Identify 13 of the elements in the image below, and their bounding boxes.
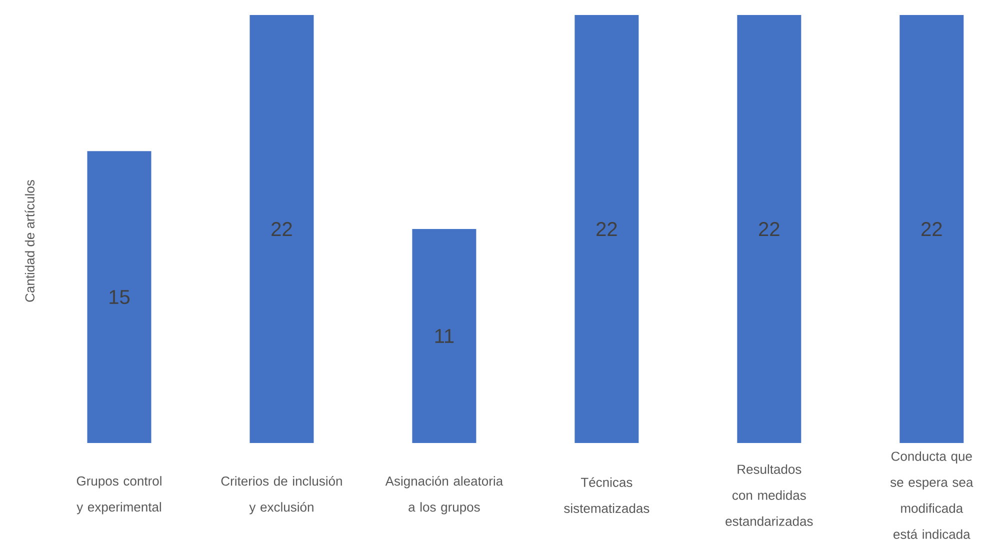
data-label: 11 [435,329,454,343]
category-label: Criterios de inclusión y exclusión [221,476,342,514]
category-label: Resultados con medidas estandarizadas [726,464,813,526]
category-label: Conducta que se espera sea modificada está indicada [890,451,974,539]
data-label: 22 [759,222,780,236]
x-tick-label: Grupos control y experimental [76,476,162,514]
data-label: 22 [272,222,292,236]
x-tick-label: Asignación aleatoria a los grupos [385,476,504,514]
data-label: 22 [922,222,942,236]
y-axis-title: Cantidad de artículos [24,180,34,302]
data-label: 22 [596,222,617,236]
category-label: Técnicas sistematizadas [564,477,650,513]
data-label: 15 [110,290,130,304]
